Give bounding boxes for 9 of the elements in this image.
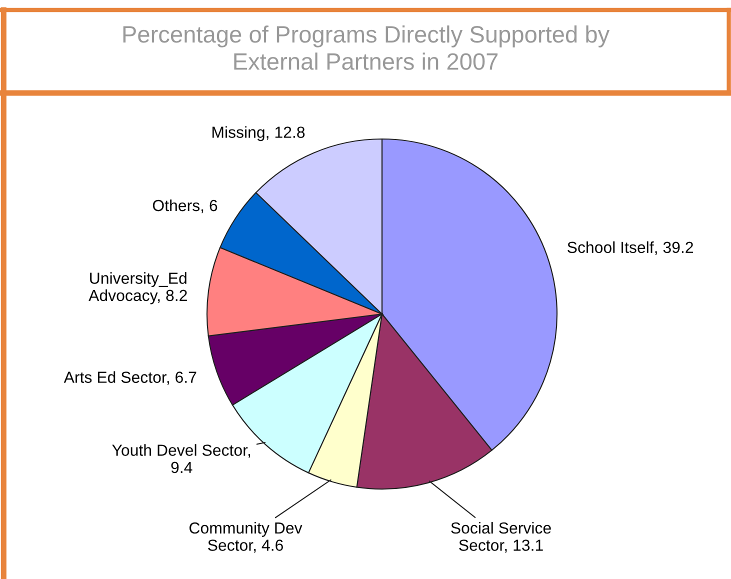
slice-label: Others, 6 (152, 199, 218, 214)
slice-label: Missing, 12.8 (212, 126, 305, 142)
slice-label: Arts Ed Sector, 6.7 (64, 371, 196, 385)
chart-title: Percentage of Programs Directly Supported by External Partners in 2007 (123, 25, 610, 70)
slice-label: Youth Devel Sector, 9.4 (112, 444, 250, 474)
slice-label: School Itself, 39.2 (568, 241, 693, 255)
slice-label: University_Ed Advocacy, 8.2 (88, 272, 187, 304)
slice-label: Community Dev Sector, 4.6 (190, 522, 302, 553)
slice-label: Social Service Sector, 13.1 (451, 522, 551, 553)
